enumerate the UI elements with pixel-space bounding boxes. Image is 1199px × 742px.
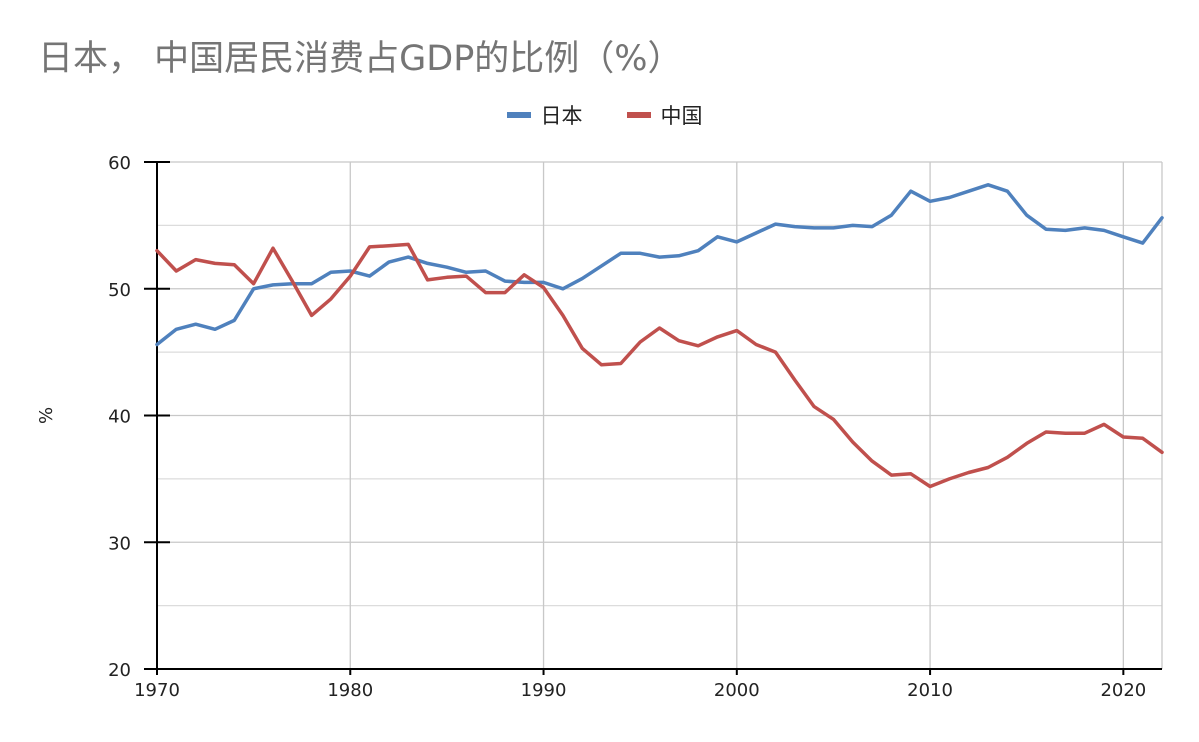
y-tick-label: 50 bbox=[108, 280, 131, 301]
x-tick-label: 1970 bbox=[134, 680, 180, 701]
x-tick-label: 2020 bbox=[1100, 680, 1146, 701]
x-tick-label: 1980 bbox=[327, 680, 373, 701]
legend-label-japan: 日本 bbox=[540, 104, 583, 128]
series-line-china bbox=[155, 242, 1164, 489]
y-tick-label: 30 bbox=[108, 533, 131, 554]
x-tick-label: 2000 bbox=[714, 680, 760, 701]
x-tick-label: 2010 bbox=[907, 680, 953, 701]
legend-label-china: 中国 bbox=[660, 104, 703, 128]
series-line-japan bbox=[155, 183, 1164, 347]
y-axis-title: % bbox=[36, 407, 57, 424]
legend-swatch-china bbox=[626, 112, 651, 118]
legend: 日本 中国 bbox=[0, 100, 1199, 130]
chart-title: 日本， 中国居民消费占GDP的比例（%） bbox=[38, 39, 683, 79]
legend-item-japan: 日本 bbox=[497, 100, 583, 130]
legend-item-china: 中国 bbox=[617, 100, 703, 130]
y-tick-label: 20 bbox=[108, 660, 131, 681]
y-tick-label: 60 bbox=[108, 153, 131, 174]
y-tick-label: 40 bbox=[108, 407, 131, 428]
legend-swatch-japan bbox=[506, 112, 531, 118]
x-tick-label: 1990 bbox=[521, 680, 567, 701]
